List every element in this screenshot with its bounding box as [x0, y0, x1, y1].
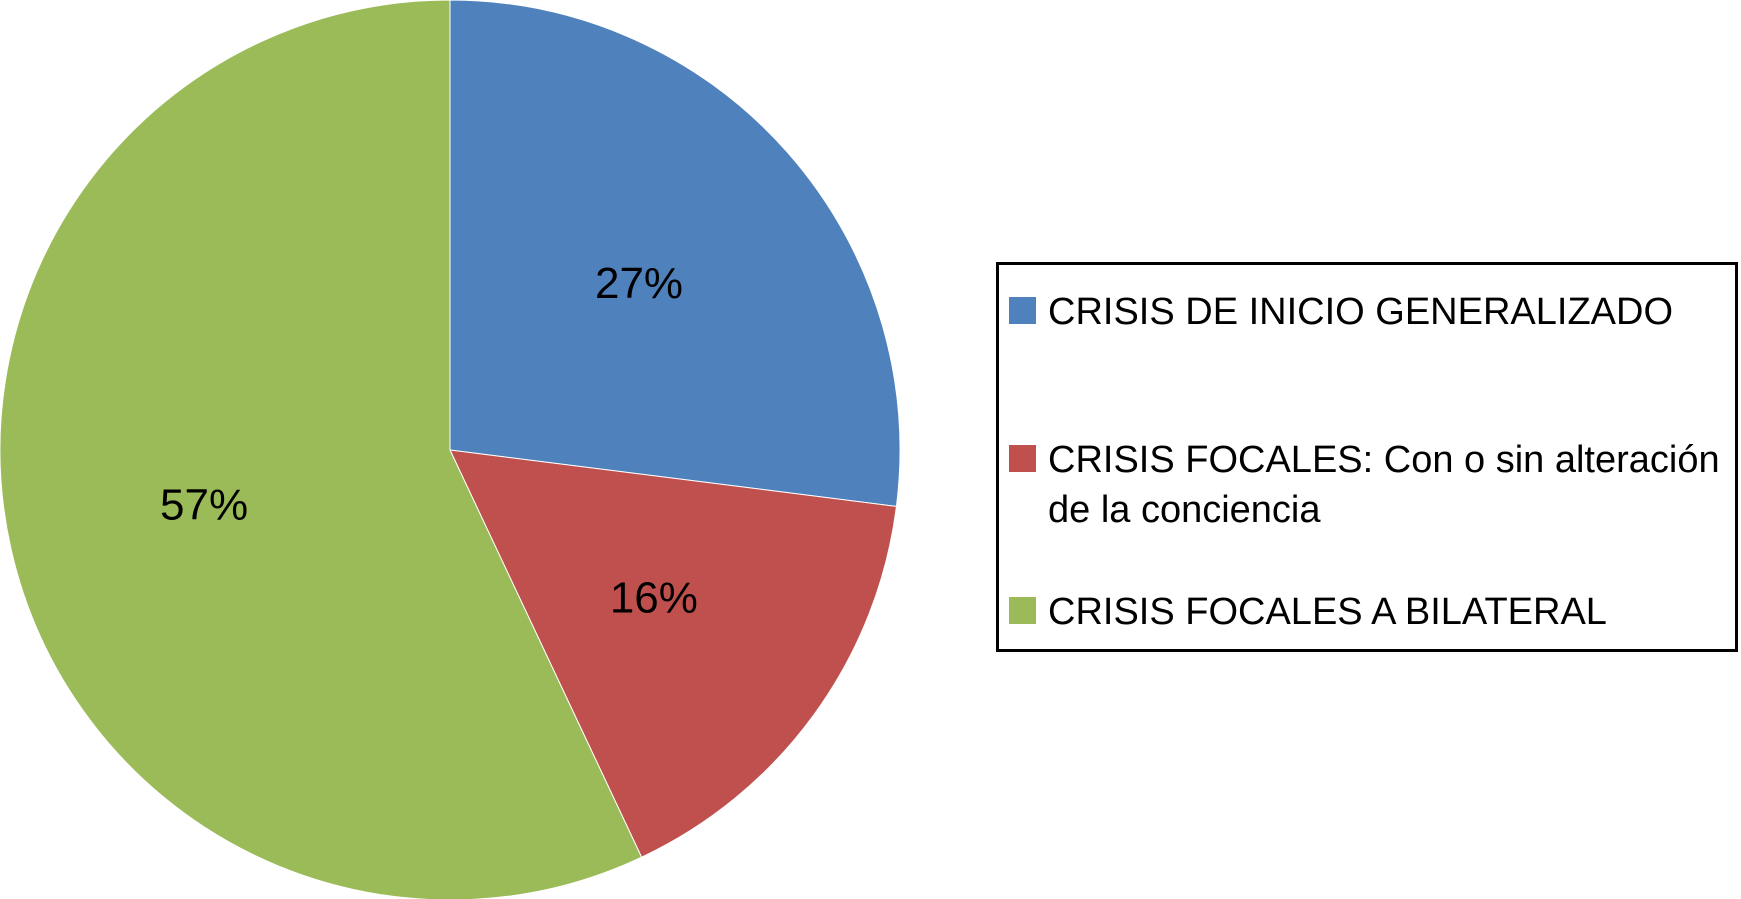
pie-slice-bilateral: [0, 0, 643, 899]
pie-slice-generalizado: [449, 0, 901, 507]
legend-swatch-blue: [1009, 297, 1036, 324]
legend-swatch-green: [1009, 597, 1036, 624]
slice-value-label: 16%: [610, 574, 698, 623]
legend-label: CRISIS FOCALES: Con o sin alteración de …: [1048, 439, 1720, 531]
pie-slice-focales: [449, 449, 898, 858]
legend-entry-generalizado: CRISIS DE INICIO GENERALIZADO: [1009, 287, 1728, 337]
slice-value-label: 27%: [595, 259, 683, 308]
legend-swatch-red: [1009, 445, 1036, 472]
legend-label: CRISIS DE INICIO GENERALIZADO: [1048, 291, 1673, 333]
legend-entry-focales: CRISIS FOCALES: Con o sin alteración de …: [1009, 435, 1728, 535]
pie-plot-area: 27% 16% 57%: [0, 0, 901, 899]
legend-entry-bilateral: CRISIS FOCALES A BILATERAL: [1009, 587, 1728, 637]
legend: CRISIS DE INICIO GENERALIZADO CRISIS FOC…: [996, 262, 1738, 652]
slice-value-label: 57%: [160, 480, 248, 529]
legend-label: CRISIS FOCALES A BILATERAL: [1048, 591, 1607, 633]
